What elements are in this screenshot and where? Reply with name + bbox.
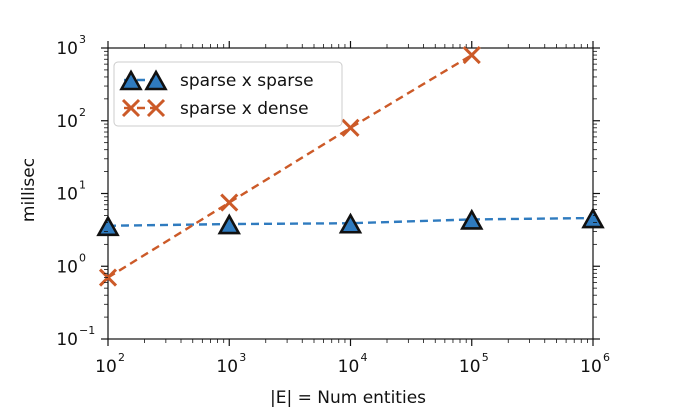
y-tick-label-base: 10 [56,185,78,205]
legend-entry: sparse x dense [121,98,309,119]
x-tick-label-exp: 3 [239,351,246,364]
y-tick-label: 10 2 [56,106,86,132]
y-tick-label: 10 −1 [56,324,95,350]
series-1-point [217,213,241,235]
x-tick-label-base: 10 [580,357,602,377]
y-tick-label-exp: 3 [79,33,86,46]
series-2-point [220,193,239,212]
series-1-point [460,208,484,230]
series-2-point [462,45,481,65]
x-tick-label-exp: 2 [118,351,125,364]
x-tick-label-base: 10 [338,357,360,377]
legend-box [113,61,343,127]
y-tick-label: 10 3 [56,33,86,59]
y-tick-label: 10 1 [56,179,86,205]
y-tick-label-base: 10 [56,112,78,132]
x-tick-label-exp: 6 [603,351,610,364]
x-tick-label-exp: 4 [361,351,368,364]
legend-entry: sparse x sparse [119,69,314,91]
legend-label: sparse x sparse [180,71,314,91]
y-tick-label-base: 10 [56,39,78,59]
x-tick-label: 10 4 [338,351,368,377]
series-1-point [338,212,363,234]
series-1-point [96,215,120,237]
x-tick-label-base: 10 [459,357,481,377]
x-tick-label-base: 10 [216,357,238,377]
x-axis-label: |E| = Num entities [270,388,426,408]
series-2-point [341,118,360,137]
y-tick-label-base: 10 [56,257,78,277]
x-tick-label: 10 5 [459,351,489,377]
x-tick-label: 10 3 [216,351,246,377]
legend: sparse x sparse sparse x dense [113,61,343,127]
series-line-2 [107,54,473,279]
y-tick-label-exp: 1 [79,179,86,192]
y-tick-label-exp: −1 [79,324,95,337]
x-tick-label: 10 2 [95,351,125,377]
y-tick-label-base: 10 [56,330,78,350]
x-tick-label-base: 10 [95,357,117,377]
y-axis-label: millisec [19,158,39,222]
legend-marker [146,98,166,118]
legend-label: sparse x dense [180,99,309,119]
legend-marker [119,69,143,91]
legend-marker [121,98,141,118]
series-line-1 [107,216,594,227]
y-tick-label: 10 0 [56,251,86,277]
legend-marker [144,69,168,91]
ticks-layer: 10 2 10 3 10 4 10 5 10 610 −110 010 110 210 3 [56,33,610,377]
x-tick-label-exp: 5 [482,351,489,364]
x-tick-label: 10 6 [580,351,610,377]
y-tick-label-exp: 2 [79,106,86,119]
y-tick-label-exp: 0 [79,251,86,264]
series-1-point [581,207,605,229]
